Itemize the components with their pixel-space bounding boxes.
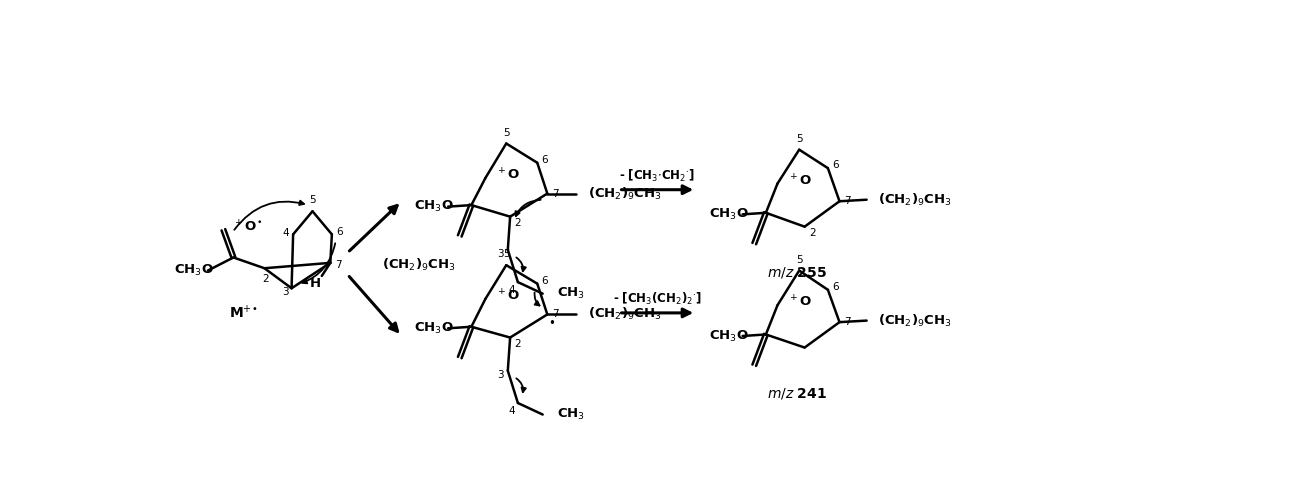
Text: 6: 6 [542,155,549,165]
Text: 3: 3 [497,248,503,259]
Text: CH$_3$O: CH$_3$O [709,328,749,343]
Text: 3: 3 [497,369,503,379]
Text: - [CH$_3$$\cdot$CH$_2$$^{\cdot}$]: - [CH$_3$$\cdot$CH$_2$$^{\cdot}$] [620,168,696,184]
Text: (CH$_2$)$_9$CH$_3$: (CH$_2$)$_9$CH$_3$ [878,313,951,329]
Text: 5: 5 [795,255,803,265]
Text: 2: 2 [515,339,522,349]
Text: 6: 6 [542,275,549,286]
Text: (CH$_2$)$_9$CH$_3$: (CH$_2$)$_9$CH$_3$ [587,186,661,201]
Text: 5: 5 [503,128,510,138]
Text: 4: 4 [509,406,515,416]
Text: CH$_3$O: CH$_3$O [414,199,454,214]
Text: 2: 2 [809,228,816,238]
Text: $^+$O: $^+$O [789,294,813,310]
Text: (CH$_2$)$_9$CH$_3$: (CH$_2$)$_9$CH$_3$ [878,192,951,208]
Text: 4: 4 [281,228,289,238]
Text: 6: 6 [833,282,839,292]
Text: $m/z$ $\mathbf{255}$: $m/z$ $\mathbf{255}$ [767,266,826,280]
Text: 7: 7 [334,260,341,270]
Text: 7: 7 [844,317,851,327]
Text: 7: 7 [844,196,851,206]
Text: 2: 2 [515,218,522,228]
Text: - [CH$_3$(CH$_2$)$_2$$^{\cdot}$]: - [CH$_3$(CH$_2$)$_2$$^{\cdot}$] [613,291,702,307]
Text: 7: 7 [551,310,559,319]
Text: H: H [310,277,321,290]
Text: 5: 5 [309,196,316,205]
Text: 2: 2 [262,274,270,284]
Text: (CH$_2$)$_9$CH$_3$: (CH$_2$)$_9$CH$_3$ [382,257,456,273]
Text: $^+$O: $^+$O [496,168,520,183]
Text: (CH$_2$)$_9$CH$_3$: (CH$_2$)$_9$CH$_3$ [587,306,661,322]
Text: 3: 3 [281,287,289,297]
Text: CH$_3$: CH$_3$ [556,286,585,301]
Text: M$^{+•}$: M$^{+•}$ [229,304,257,321]
Text: CH$_3$: CH$_3$ [556,407,585,422]
Text: 6: 6 [833,160,839,170]
Text: CH$_3$O: CH$_3$O [709,207,749,222]
Text: 6: 6 [337,227,343,237]
Text: $^+$O$^{•}$: $^+$O$^{•}$ [232,219,262,234]
Text: $^+$O: $^+$O [789,173,813,188]
Text: $m/z$ $\mathbf{241}$: $m/z$ $\mathbf{241}$ [767,386,826,401]
Text: 7: 7 [551,189,559,198]
Text: CH$_3$O: CH$_3$O [414,321,454,336]
Text: •: • [549,317,555,330]
Text: 5: 5 [795,134,803,144]
Text: 4: 4 [509,285,515,295]
Text: 5: 5 [503,249,510,259]
Text: $^+$O: $^+$O [496,288,520,304]
Text: CH$_3$O: CH$_3$O [174,263,214,278]
